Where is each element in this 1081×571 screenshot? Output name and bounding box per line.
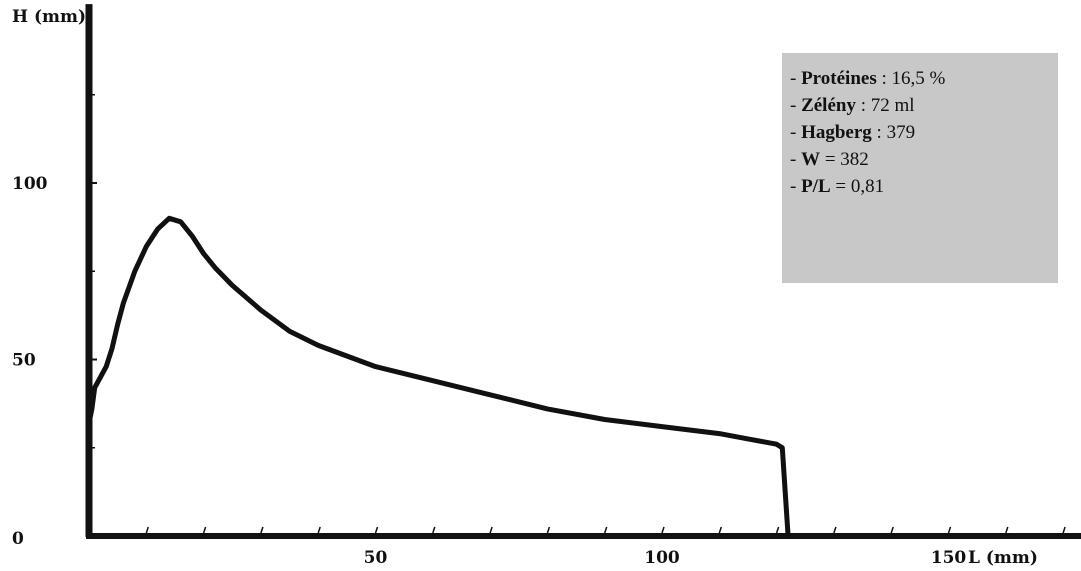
x-tick [145, 526, 150, 534]
info-value: = 0,81 [830, 176, 885, 197]
info-line-proteines: - Protéines : 16,5 % [790, 68, 946, 89]
x-tick [202, 526, 207, 534]
y-tick-label: 0 [12, 529, 24, 549]
info-label: Protéines [801, 68, 877, 89]
info-label: Hagberg [801, 122, 872, 143]
x-tick-label: 50 [364, 548, 388, 568]
chart-series [86, 215, 791, 539]
info-label: Zélény [801, 95, 856, 116]
x-tick [1062, 526, 1066, 534]
x-tick [775, 526, 780, 534]
alveogram-curve [86, 215, 791, 539]
x-axis-title: L (mm) [968, 548, 1038, 568]
y-tick-label: 50 [12, 351, 36, 371]
x-tick [260, 526, 264, 534]
x-tick [661, 526, 665, 534]
info-value: : 16,5 % [876, 68, 946, 89]
x-tick [718, 526, 723, 534]
x-tick-label: 100 [644, 548, 680, 568]
info-value: : 379 [871, 122, 916, 143]
info-label: P/L [801, 176, 831, 197]
x-tick [432, 526, 436, 534]
x-tick [890, 526, 894, 534]
x-tick [317, 526, 321, 534]
x-tick [603, 526, 608, 534]
x-tick [374, 526, 379, 534]
x-tick [947, 526, 952, 534]
info-line-pl: - P/L = 0,81 [790, 176, 885, 197]
x-tick [546, 526, 551, 534]
info-value: : 72 ml [855, 95, 915, 116]
info-label: W [801, 149, 821, 170]
x-tick-label: 150 [931, 548, 967, 568]
y-axis-title: H (mm) [12, 7, 86, 27]
x-tick [833, 526, 837, 534]
info-line-hagberg: - Hagberg : 379 [790, 122, 916, 143]
x-tick [489, 526, 493, 534]
x-tick [1005, 526, 1009, 534]
info-value: = 382 [820, 149, 869, 170]
y-tick-label: 100 [12, 174, 48, 194]
dough-properties-box: - Protéines : 16,5 % - Zélény : 72 ml - … [782, 53, 1058, 283]
info-line-zeleny: - Zélény : 72 ml [790, 95, 915, 116]
chart-ticks: 0 50 100 50 100 150 [12, 94, 1066, 568]
info-line-w: - W = 382 [790, 149, 869, 170]
